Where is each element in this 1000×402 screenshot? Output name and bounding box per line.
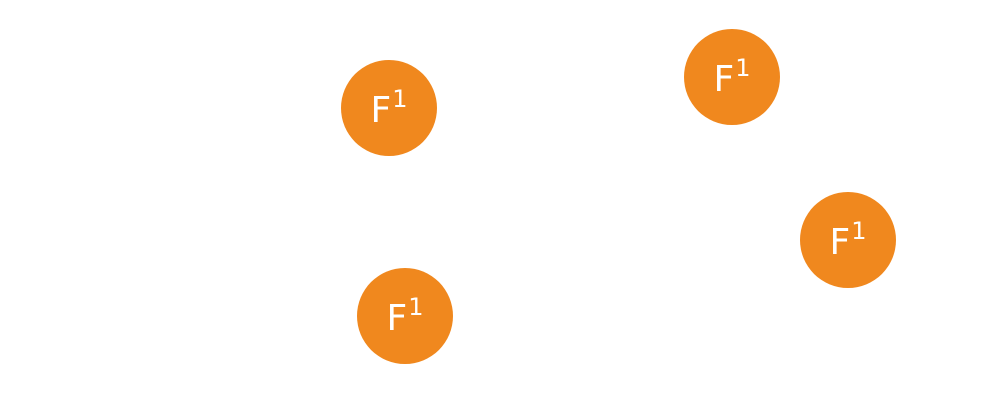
f1-badge-letter: F <box>370 90 392 131</box>
f1-badge-letter: F <box>386 298 408 339</box>
f1-badge-label: F1 <box>829 219 867 263</box>
f1-badge-icon: F1 <box>341 60 437 156</box>
f1-badge-icon: F1 <box>357 268 453 364</box>
f1-badge-superscript: 1 <box>392 85 408 113</box>
f1-badge-superscript: 1 <box>735 54 751 82</box>
f1-badge-icon: F1 <box>684 29 780 125</box>
f1-badge-label: F1 <box>713 56 751 100</box>
f1-badge-superscript: 1 <box>408 293 424 321</box>
f1-badge-label: F1 <box>370 87 408 131</box>
f1-badge-label: F1 <box>386 295 424 339</box>
f1-badge-letter: F <box>713 59 735 100</box>
f1-badge-superscript: 1 <box>851 217 867 245</box>
f1-badge-letter: F <box>829 222 851 263</box>
f1-badge-icon: F1 <box>800 192 896 288</box>
